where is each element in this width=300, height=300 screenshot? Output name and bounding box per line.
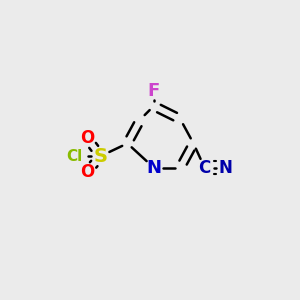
Text: F: F [148,82,160,100]
Text: N: N [146,159,161,177]
Text: O: O [80,163,94,181]
Text: O: O [80,129,94,147]
Text: Cl: Cl [66,148,82,164]
Text: N: N [218,159,232,177]
Text: C: C [198,159,211,177]
Text: S: S [94,147,108,166]
